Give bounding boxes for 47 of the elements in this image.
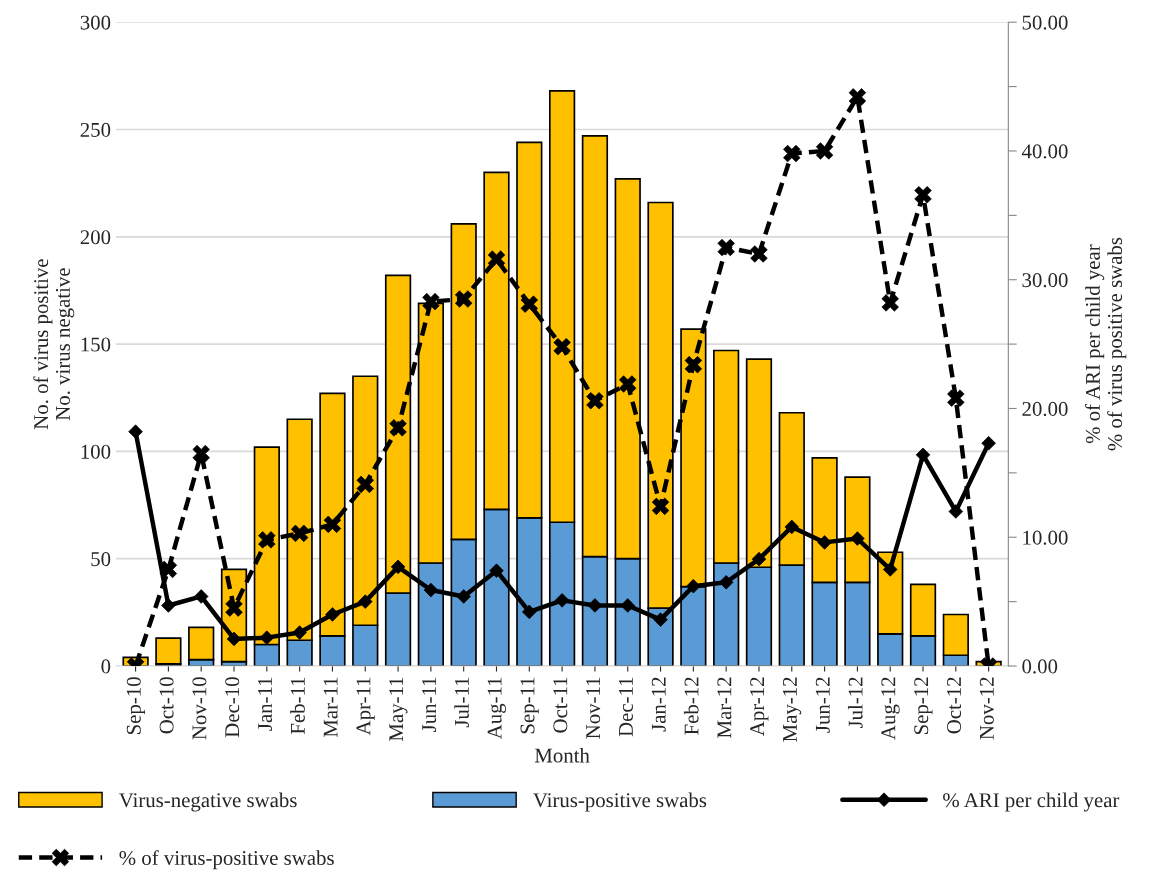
x-tick-label: Sep-12	[914, 677, 933, 735]
x-tick-label: Dec-10	[225, 677, 240, 738]
x-tick-label: Dec-11	[618, 677, 633, 737]
x-tick-label: Sep-11	[520, 677, 539, 734]
y-tick-label: 100	[81, 444, 111, 459]
y2-tick-label: 10.00	[1023, 530, 1068, 545]
x-tick-label: Jul-12	[847, 677, 863, 729]
y-tick-label: 200	[80, 230, 111, 245]
x-tick-label: Oct-10	[159, 677, 174, 734]
legend-label: Virus-positive swabs	[533, 792, 707, 812]
x-tick-label: Jul-11	[454, 677, 469, 728]
x-tick-label: Oct-11	[553, 677, 568, 733]
y2-tick-label: 0.00	[1022, 659, 1058, 674]
x-tick-label: Jan-11	[258, 677, 273, 731]
y2-axis-title: % of ARI per child year % of virus positive swabs	[1085, 237, 1127, 451]
y2-tick-label: 40.00	[1021, 144, 1068, 159]
x-tick-label: Feb-12	[683, 677, 699, 735]
x-tick-label: Jun-12	[815, 677, 830, 733]
x-tick-label: Mar-11	[323, 677, 338, 738]
x-tick-label: Apr-11	[356, 677, 375, 736]
x-tick-label: Jan-12	[651, 677, 666, 732]
x-axis-title: Month	[534, 747, 590, 763]
x-tick-label: Feb-11	[290, 677, 305, 735]
y-tick-label: 300	[80, 15, 111, 30]
y-tick-label: 50	[91, 552, 111, 567]
x-tick-label: Nov-12	[979, 677, 994, 740]
legend-label: % of virus-positive swabs	[119, 850, 334, 870]
y2-tick-label: 30.00	[1022, 273, 1068, 288]
x-tick-label: May-12	[782, 677, 802, 742]
x-tick-label: Mar-12	[717, 677, 732, 738]
x-tick-label: Apr-12	[750, 677, 769, 736]
legend-label: % ARI per child year	[943, 792, 1120, 812]
x-tick-label: Nov-10	[192, 677, 207, 740]
x-tick-label: Oct-12	[947, 677, 962, 734]
y-axis-title: No. of virus positive No. virus negative	[33, 259, 75, 430]
y2-tick-label: 50.00	[1022, 15, 1068, 30]
x-tick-label: Nov-11	[586, 677, 601, 739]
x-tick-label: Aug-12	[881, 677, 900, 740]
y-tick-label: 250	[80, 122, 111, 137]
x-tick-label: Jun-11	[422, 677, 437, 732]
x-tick-label: Aug-11	[487, 677, 506, 740]
y-tick-label: 150	[81, 337, 111, 352]
x-tick-label: Sep-10	[126, 677, 146, 735]
y2-tick-label: 20.00	[1022, 401, 1068, 416]
legend-label: Virus-negative swabs	[118, 792, 297, 812]
y-tick-label: 0	[101, 659, 111, 674]
x-tick-label: May-11	[389, 677, 408, 741]
